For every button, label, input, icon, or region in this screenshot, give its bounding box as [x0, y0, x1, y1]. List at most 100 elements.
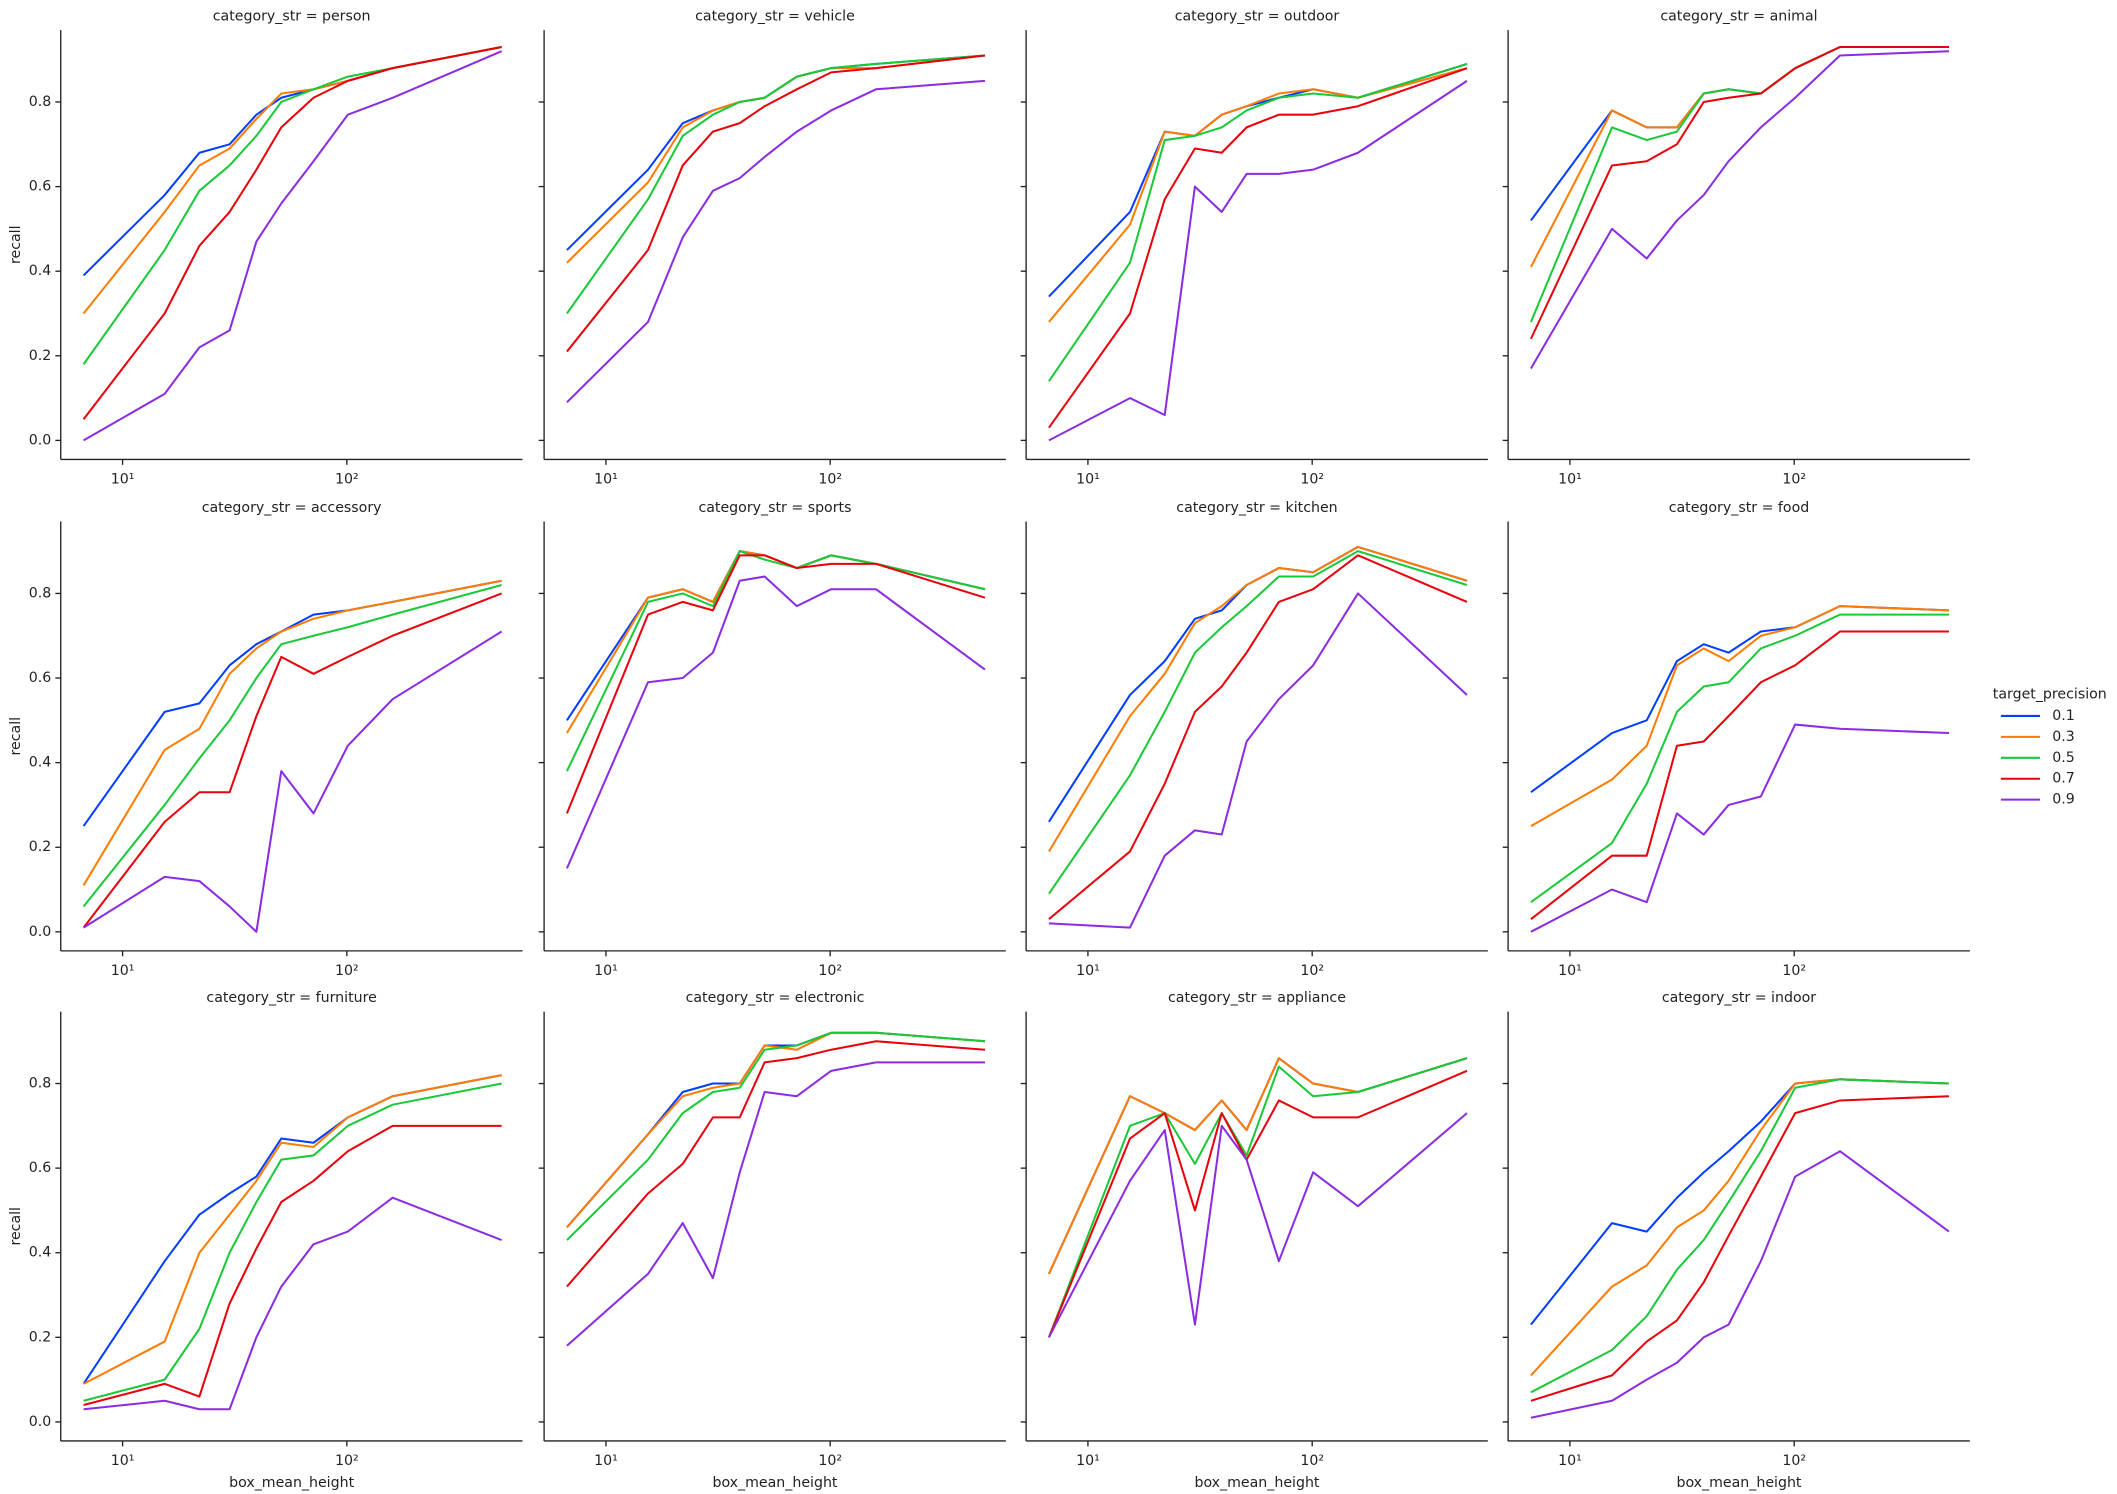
x-tick-label: 10²	[335, 1453, 359, 1469]
x-axis-label: box_mean_height	[1194, 1475, 1319, 1491]
series-line	[566, 54, 986, 315]
series-line	[1048, 1057, 1468, 1275]
x-tick-label: 10¹	[1076, 963, 1100, 979]
x-tick-label: 10¹	[111, 963, 135, 979]
series-line	[1048, 62, 1468, 382]
series-line	[83, 630, 503, 933]
panel: category_str = indoor 10¹ 10² box_mean_heig…	[1502, 990, 1970, 1491]
panel: category_str = accessory 0.0 0.2 0.4 0.6 0.8 1…	[8, 500, 523, 979]
series-line	[1530, 1078, 1950, 1394]
legend-label: 0.5	[2052, 750, 2075, 766]
series-line	[1048, 67, 1468, 429]
series-line	[1048, 545, 1468, 823]
panel: category_str = appliance 10¹ 10² box_mean_h…	[1020, 990, 1488, 1491]
series-line	[566, 1040, 986, 1288]
panel-title: category_str = outdoor	[1175, 9, 1340, 25]
panel-title: category_str = kitchen	[1176, 500, 1337, 516]
y-tick-label: 0.6	[29, 1160, 52, 1176]
series-line	[1530, 1095, 1950, 1402]
panel: category_str = vehicle 10¹ 10²	[538, 9, 1006, 488]
panel: category_str = electronic 10¹ 10² box_mean_…	[538, 990, 1006, 1491]
series-line	[82, 46, 502, 277]
series-line	[566, 1061, 985, 1347]
series-line	[83, 1196, 503, 1411]
x-tick-label: 10²	[335, 963, 359, 979]
y-tick-label: 0.2	[29, 839, 52, 855]
y-tick-label: 0.8	[29, 585, 52, 601]
legend-label: 0.9	[2052, 792, 2075, 808]
series-line	[565, 554, 986, 814]
panel: category_str = animal 10¹ 10²	[1502, 9, 1970, 488]
panel-title: category_str = sports	[698, 500, 851, 516]
panel-title: category_str = person	[213, 9, 371, 25]
x-tick-label: 10¹	[111, 472, 135, 488]
x-tick-label: 10¹	[594, 963, 618, 979]
series-line	[1048, 545, 1468, 852]
series-line	[82, 579, 502, 886]
series-line	[1047, 1069, 1468, 1338]
x-tick-label: 10¹	[1076, 1453, 1100, 1469]
y-tick-label: 0.4	[29, 1245, 52, 1261]
series-line	[1048, 554, 1468, 920]
x-tick-label: 10¹	[1558, 472, 1582, 488]
y-tick-label: 0.4	[29, 755, 52, 771]
series-line	[1530, 605, 1950, 794]
y-tick-label: 0.6	[29, 179, 52, 195]
series-line	[566, 79, 986, 404]
x-tick-label: 10²	[1300, 472, 1324, 488]
x-tick-label: 10¹	[594, 1453, 618, 1469]
y-tick-label: 0.0	[29, 1414, 52, 1430]
panel: category_str = furniture 0.0 0.2 0.4 0.6 0.8 1…	[8, 990, 523, 1491]
panel-title: category_str = furniture	[206, 990, 376, 1006]
series-line	[83, 1082, 502, 1402]
series-line	[82, 592, 503, 929]
series-line	[82, 46, 502, 365]
x-axis-label: box_mean_height	[229, 1475, 354, 1491]
panel: category_str = outdoor 10¹ 10²	[1020, 9, 1488, 488]
series-line	[566, 575, 986, 869]
x-tick-label: 10²	[335, 472, 359, 488]
y-axis-label: recall	[8, 225, 24, 264]
x-tick-label: 10¹	[594, 472, 618, 488]
x-tick-label: 10²	[818, 1453, 842, 1469]
y-tick-label: 0.0	[29, 432, 52, 448]
series-line	[83, 1074, 502, 1385]
y-tick-label: 0.6	[29, 670, 52, 686]
series-line	[1530, 1078, 1950, 1377]
series-line	[1048, 80, 1468, 442]
y-tick-label: 0.4	[29, 263, 52, 279]
series-line	[1529, 45, 1949, 323]
series-line	[1530, 1150, 1950, 1419]
series-line	[1048, 67, 1468, 323]
series-line	[82, 584, 502, 908]
x-tick-label: 10¹	[1558, 963, 1582, 979]
y-tick-label: 0.8	[29, 94, 52, 110]
series-line	[1530, 630, 1949, 920]
x-tick-label: 10¹	[111, 1453, 135, 1469]
x-tick-label: 10²	[1782, 472, 1806, 488]
panel-title: category_str = food	[1669, 500, 1810, 516]
series-line	[82, 46, 502, 315]
series-line	[83, 50, 503, 442]
series-line	[1530, 1078, 1950, 1326]
legend: target_precision 0.1 0.3 0.5 0.7 0.9	[1993, 686, 2107, 807]
x-tick-label: 10¹	[1076, 472, 1100, 488]
series-line	[566, 54, 986, 251]
y-tick-label: 0.8	[29, 1076, 52, 1092]
panel: category_str = food 10¹ 10²	[1502, 500, 1970, 979]
series-line	[1530, 50, 1950, 369]
series-line	[1048, 1112, 1468, 1338]
x-axis-label: box_mean_height	[712, 1475, 837, 1491]
panel-title: category_str = appliance	[1168, 990, 1346, 1006]
y-tick-label: 0.0	[29, 924, 52, 940]
legend-label: 0.1	[2052, 708, 2075, 724]
x-tick-label: 10²	[1782, 963, 1806, 979]
x-tick-label: 10¹	[1558, 1453, 1582, 1469]
y-tick-label: 0.2	[29, 348, 52, 364]
series-line	[1048, 62, 1468, 298]
legend-label: 0.3	[2052, 729, 2075, 745]
series-line	[83, 1124, 502, 1406]
y-axis-label: recall	[8, 1207, 24, 1246]
series-line	[1048, 592, 1468, 929]
